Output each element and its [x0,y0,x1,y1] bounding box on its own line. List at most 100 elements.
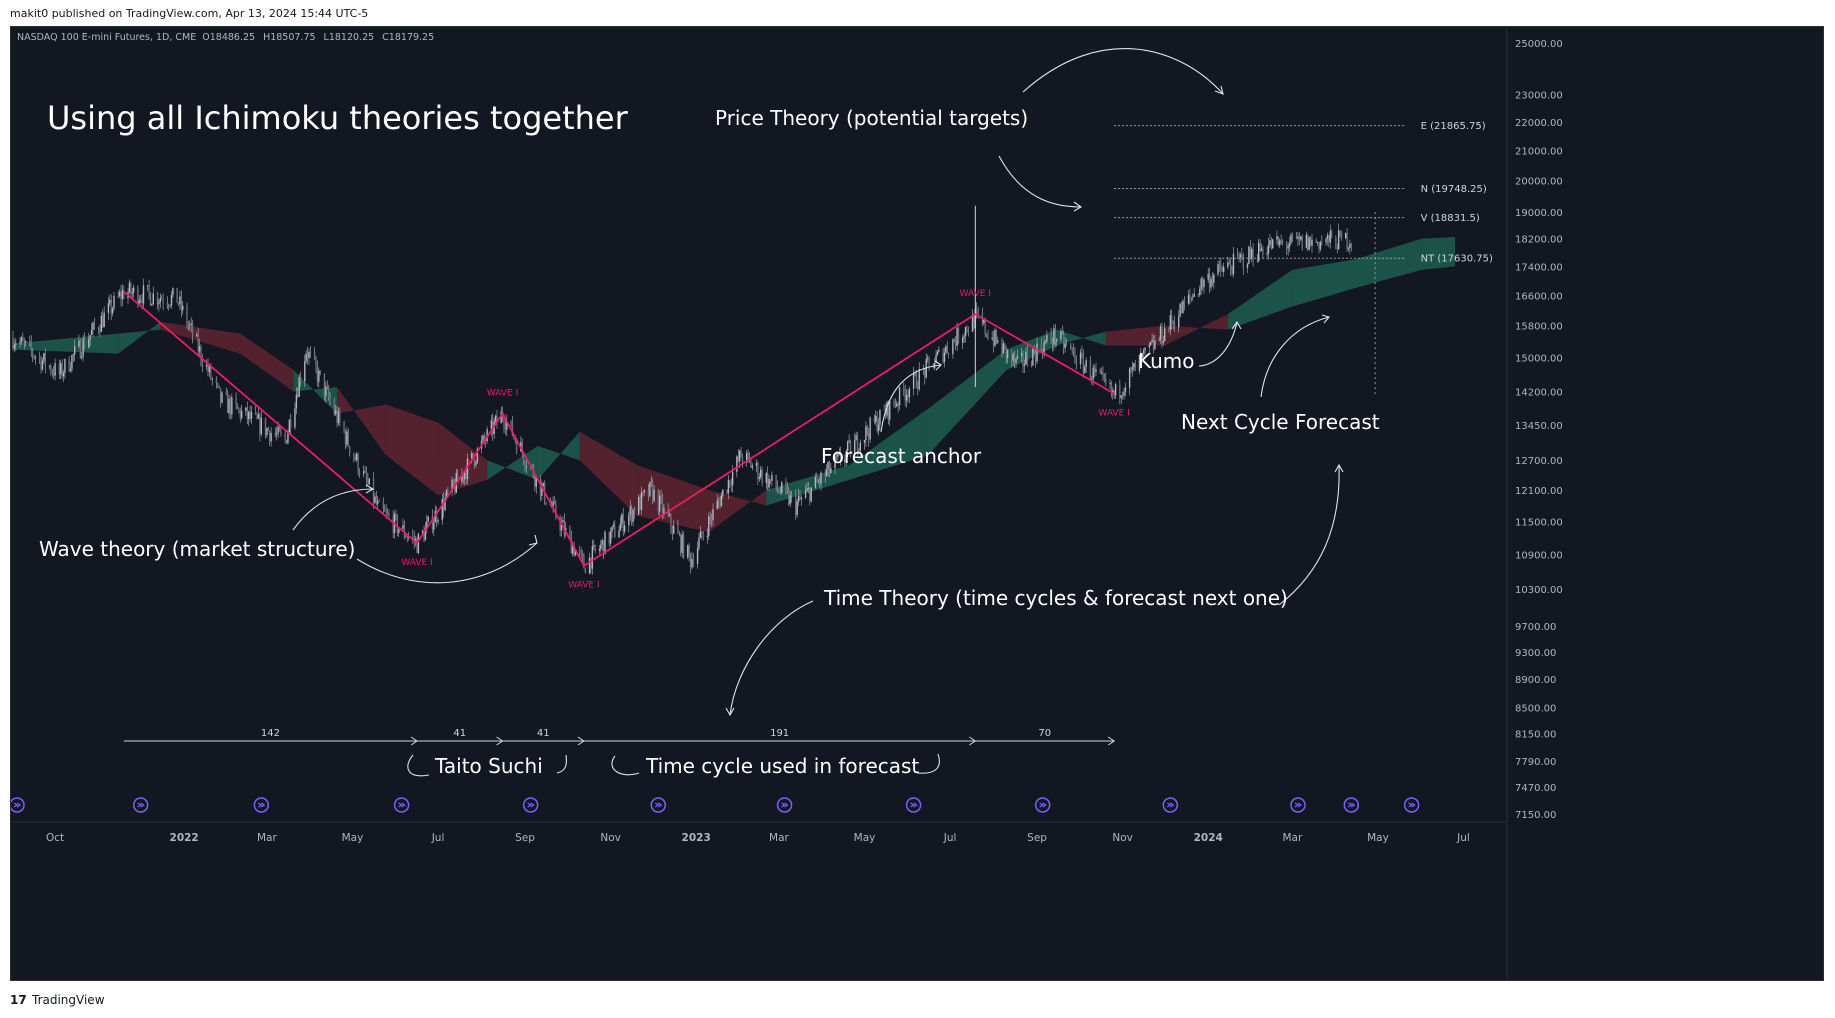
event-marker-glyph [1294,802,1303,808]
candle-body [729,480,731,486]
event-marker-icon[interactable] [11,797,25,813]
annotation-time-cycle-used: Time cycle used in forecast [645,754,919,778]
candle-body [730,485,732,486]
event-marker-icon[interactable] [253,797,270,813]
candle-body [510,420,512,422]
candle-body [844,459,846,462]
event-marker-icon[interactable] [1290,797,1306,813]
candle-body [914,372,916,374]
candle-body [1026,352,1028,365]
candle-body [238,408,240,410]
y-tick-label: 12100.00 [1515,486,1563,497]
candle-body [699,531,702,539]
candle-body [41,360,44,370]
event-marker-icon[interactable] [1343,797,1360,813]
footer: 17 TradingView [0,981,1835,1018]
candle-body [1063,333,1065,349]
candle-body [1291,234,1294,236]
arrowhead-icon [1214,85,1224,95]
candle-body [160,298,163,300]
event-marker-glyph [781,802,789,808]
event-marker-glyph [654,802,663,808]
event-marker-icon[interactable] [776,797,793,813]
candle-body [416,538,418,553]
event-marker-icon[interactable] [132,797,149,813]
time-cycle-count: 191 [770,728,789,739]
candle-body [231,397,233,415]
candle-body [386,512,389,515]
candle-body [447,490,449,493]
candle-body [1199,288,1201,296]
time-cycle-count: 41 [453,728,466,739]
candle-body [1193,293,1195,297]
candle-body [859,442,862,451]
candle-body [1325,238,1327,243]
candle-body [952,339,954,355]
candle-body [264,418,267,436]
candle-body [58,363,60,375]
candle-body [471,452,473,459]
candle-body [1152,339,1155,350]
candle-body [236,404,239,409]
candle-body [102,315,104,328]
candle-body [1025,352,1027,365]
candle-body [1171,315,1173,324]
candle-body [1089,360,1092,380]
candle-body [525,466,528,468]
candle-body [716,500,718,510]
candle-body [957,327,960,343]
candle-body [334,410,337,415]
candle-body [1121,395,1124,397]
candle-body [382,501,385,510]
candle-body [254,411,257,414]
chart-frame[interactable]: E (21865.75) N (19748.25) V (18831.5) NT (1… [10,26,1824,981]
annotation-wave-theory: Wave theory (market structure) [39,537,355,561]
candle-body [887,401,890,420]
candle-body [1249,246,1251,258]
candle-body [424,527,427,541]
footer-brand[interactable]: TradingView [32,993,105,1007]
candle-body [1044,341,1047,343]
wave-label: WAVE I [487,389,518,399]
candle-body [997,340,999,343]
event-marker-icon[interactable] [1162,797,1179,813]
candle-body [1221,270,1223,272]
candle-body [13,344,16,349]
candle-body [51,372,53,374]
candle-body [719,501,721,507]
chart-canvas[interactable]: E (21865.75) N (19748.25) V (18831.5) NT (1… [11,27,1824,981]
candle-body [966,327,968,332]
candle-body [924,369,926,378]
candle-body [249,411,251,419]
x-tick-label: May [854,832,876,844]
candle-body [768,479,770,488]
candle-body [954,341,957,346]
candle-body [761,469,763,483]
candle-body [649,481,651,497]
candle-body [936,351,939,355]
candle-body [374,496,376,503]
candle-body [612,524,615,527]
event-marker-icon[interactable] [1403,797,1420,813]
candle-body [219,387,222,403]
event-marker-icon[interactable] [905,797,922,813]
candle-body [987,335,989,340]
y-tick-label: 11500.00 [1515,517,1563,528]
candle-body [1103,374,1106,379]
candle-body [274,432,277,435]
event-marker-icon[interactable] [393,797,410,813]
candle-body [535,475,537,487]
event-marker-icon[interactable] [1034,797,1051,813]
event-marker-circle [905,797,922,813]
candle-body [413,536,415,542]
candle-body [983,320,985,323]
candle-body [755,463,758,466]
candle-body [1119,384,1121,398]
candle-body [1091,379,1093,380]
candle-body [618,530,620,538]
candle-body [1326,235,1329,239]
event-marker-icon[interactable] [522,797,539,813]
candle-body [1298,236,1301,240]
event-marker-icon[interactable] [650,797,667,813]
candle-body [758,477,760,479]
